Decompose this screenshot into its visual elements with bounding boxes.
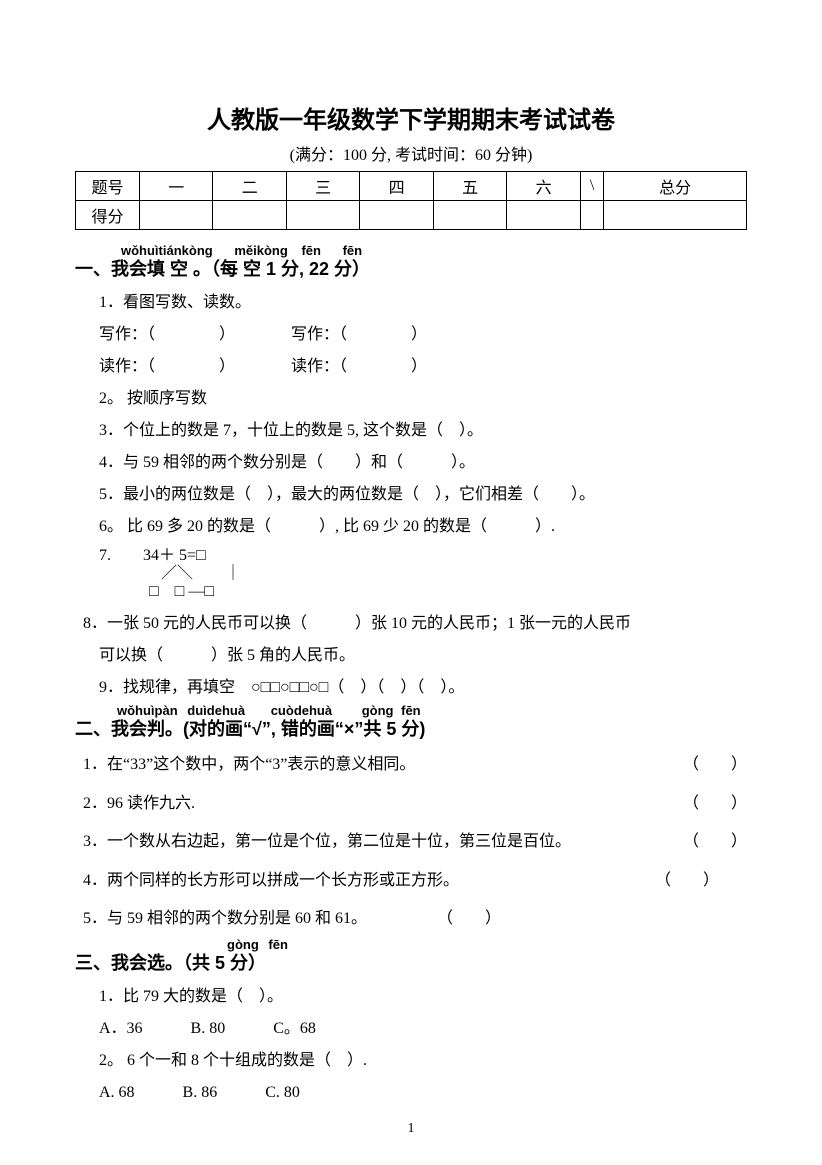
choice-q1-options: A．36 B. 80 C。68 (99, 1013, 747, 1045)
header-cell: 总分 (604, 172, 747, 201)
score-cell (213, 201, 286, 230)
judge-item: 1．在“33”这个数中，两个“3”表示的意义相同。 （ ） (83, 746, 747, 784)
pinyin: fēn (343, 244, 363, 257)
header-cell: 一 (140, 172, 213, 201)
pinyin: gòng (362, 704, 394, 717)
page-number: 1 (0, 1121, 822, 1137)
exam-page: 人教版一年级数学下学期期末考试试卷 (满分：100 分, 考试时间：60 分钟)… (0, 0, 822, 1165)
q7-line1: 7. 34＋ 5=□ (99, 547, 747, 565)
judge-blank: （ ） (683, 823, 747, 861)
pinyin-annotation: wǒhuìpàn duìdehuà cuòdehuà gòng fēn (99, 704, 747, 717)
question-8b: 可以换（ ）张 5 角的人民币。 (99, 640, 747, 672)
judge-item: 5．与 59 相邻的两个数分别是 60 和 61。 （ ） (83, 900, 747, 938)
score-cell (360, 201, 433, 230)
table-row: 得分 (76, 201, 747, 230)
q7-split-lines: ／＼ ｜ (161, 565, 747, 583)
pinyin: gòng (227, 938, 259, 951)
judge-blank: （ ） (683, 785, 747, 823)
row-label: 得分 (76, 201, 140, 230)
section-2-body: 1．在“33”这个数中，两个“3”表示的意义相同。 （ ） 2．96 读作九六.… (83, 746, 747, 938)
judge-blank: （ ） (655, 862, 719, 900)
score-cell (286, 201, 359, 230)
pinyin: duìdehuà (187, 704, 245, 717)
pinyin: fēn (268, 938, 288, 951)
score-cell (604, 201, 747, 230)
header-cell: 题号 (76, 172, 140, 201)
pinyin: cuòdehuà (271, 704, 332, 717)
judge-text: 3．一个数从右边起，第一位是个位，第二位是十位，第三位是百位。 (83, 823, 683, 861)
pinyin: wǒhuìpàn (117, 704, 178, 717)
table-row: 题号 一 二 三 四 五 六 \ 总分 (76, 172, 747, 201)
section-3-body: 1．比 79 大的数是（ ）。 A．36 B. 80 C。68 2。 6 个一和… (99, 981, 747, 1109)
pinyin: fēn (401, 704, 421, 717)
choice-q1: 1．比 79 大的数是（ ）。 (99, 981, 747, 1013)
judge-blank: （ ） (437, 900, 501, 938)
score-cell (140, 201, 213, 230)
judge-item: 4．两个同样的长方形可以拼成一个长方形或正方形。 （ ） (83, 862, 747, 900)
choice-q2-options: A. 68 B. 86 C. 80 (99, 1077, 747, 1109)
q7-boxes: □ □ —□ (149, 583, 747, 601)
question-4: 4．与 59 相邻的两个数分别是（ ）和（ ）。 (99, 447, 747, 479)
judge-text: 5．与 59 相邻的两个数分别是 60 和 61。 (83, 900, 367, 938)
header-cell: 四 (360, 172, 433, 201)
score-cell (507, 201, 580, 230)
header-cell: 五 (433, 172, 506, 201)
judge-blank: （ ） (683, 746, 747, 784)
section-1-heading: 一、我会填 空 。（每 空 1 分, 22 分） (75, 259, 747, 281)
question-1-read: 读作：（ ） 读作：（ ） (99, 351, 747, 383)
question-9: 9．找规律，再填空 ○□□○□□○□（ ）（ ）（ ）。 (99, 672, 747, 704)
question-8a: 8．一张 50 元的人民币可以换（ ）张 10 元的人民币；1 张一元的人民币 (83, 608, 747, 640)
exam-title: 人教版一年级数学下学期期末考试试卷 (75, 100, 747, 135)
pinyin-annotation: wǒhuìtiánkòng měikòng fēn fēn (99, 244, 747, 257)
question-3: 3．个位上的数是 7，十位上的数是 5, 这个数是（ ）。 (99, 415, 747, 447)
question-1: 1．看图写数、读数。 (99, 287, 747, 319)
question-7: 7. 34＋ 5=□ ／＼ ｜ □ □ —□ (99, 547, 747, 602)
section-2-heading: 二、我会判。(对的画“√”, 错的画“×”共 5 分) (75, 719, 747, 741)
score-cell (580, 201, 604, 230)
pinyin: wǒhuìtiánkòng (121, 244, 213, 257)
pinyin: fēn (301, 244, 321, 257)
question-1-write: 写作：（ ） 写作：（ ） (99, 319, 747, 351)
section-3-heading: 三、我会选。（共 5 分） (75, 953, 747, 975)
pinyin: měikòng (234, 244, 287, 257)
q9-text: 9．找规律，再填空 ○□□○□□○□（ ）（ ）（ ）。 (99, 679, 464, 696)
choice-q2: 2。 6 个一和 8 个十组成的数是（ ）. (99, 1045, 747, 1077)
judge-text: 1．在“33”这个数中，两个“3”表示的意义相同。 (83, 746, 683, 784)
judge-text: 4．两个同样的长方形可以拼成一个长方形或正方形。 (83, 862, 655, 900)
exam-subtitle: (满分：100 分, 考试时间：60 分钟) (75, 141, 747, 165)
header-cell: 六 (507, 172, 580, 201)
judge-text: 2．96 读作九六. (83, 785, 683, 823)
question-6: 6。 比 69 多 20 的数是（ ）, 比 69 少 20 的数是（ ）. (99, 511, 747, 543)
judge-item: 2．96 读作九六. （ ） (83, 785, 747, 823)
header-cell: 二 (213, 172, 286, 201)
header-cell: 三 (286, 172, 359, 201)
header-cell: \ (580, 172, 604, 201)
score-table: 题号 一 二 三 四 五 六 \ 总分 得分 (75, 171, 747, 230)
score-cell (433, 201, 506, 230)
judge-item: 3．一个数从右边起，第一位是个位，第二位是十位，第三位是百位。 （ ） (83, 823, 747, 861)
question-5: 5．最小的两位数是（ ），最大的两位数是（ ），它们相差（ ）。 (99, 479, 747, 511)
section-1-body: 1．看图写数、读数。 写作：（ ） 写作：（ ） 读作：（ ） 读作：（ ） 2… (99, 287, 747, 704)
pinyin-annotation: gòng fēn (99, 938, 747, 951)
question-2: 2。 按顺序写数 (99, 383, 747, 415)
